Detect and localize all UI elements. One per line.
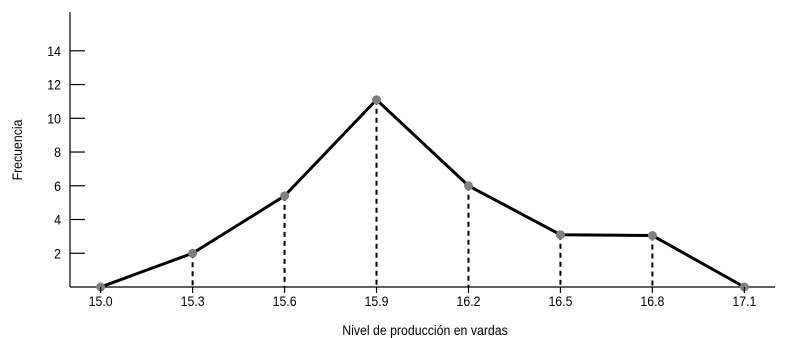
axes <box>69 12 775 288</box>
x-tick-label: 15.9 <box>365 293 389 309</box>
data-point <box>555 230 565 240</box>
x-tick-label: 17.1 <box>732 293 756 309</box>
series-polyline <box>100 98 746 289</box>
x-tick-label: 15.3 <box>181 293 205 309</box>
y-tick-label: 12 <box>47 77 61 93</box>
y-tick-label: 10 <box>47 111 61 127</box>
data-point <box>280 191 290 201</box>
x-tick-label: 15.6 <box>273 293 297 309</box>
y-tick-label: 4 <box>54 212 61 228</box>
y-tick-label: 6 <box>54 178 61 194</box>
data-point <box>463 181 473 191</box>
series-line <box>100 98 746 289</box>
x-tick-labels: 15.0 15.3 15.6 15.9 16.2 16.5 16.8 17.1 <box>89 287 756 309</box>
data-point <box>188 248 198 258</box>
y-tick-labels: 2 4 6 8 10 12 14 <box>47 43 85 261</box>
data-point <box>372 95 382 105</box>
drop-lines <box>191 99 654 287</box>
y-tick-label: 2 <box>54 246 61 262</box>
y-tick-label: 14 <box>47 43 61 59</box>
data-points <box>96 95 749 292</box>
x-tick-label: 15.0 <box>89 293 113 309</box>
y-axis-title: Frecuencia <box>9 119 25 181</box>
x-tick-label: 16.5 <box>548 293 572 309</box>
data-point <box>647 231 657 241</box>
x-tick-label: 16.8 <box>640 293 664 309</box>
x-tick-label: 16.2 <box>457 293 481 309</box>
x-axis-title: Nivel de producción en vardas <box>342 322 508 338</box>
y-tick-label: 8 <box>54 144 61 160</box>
